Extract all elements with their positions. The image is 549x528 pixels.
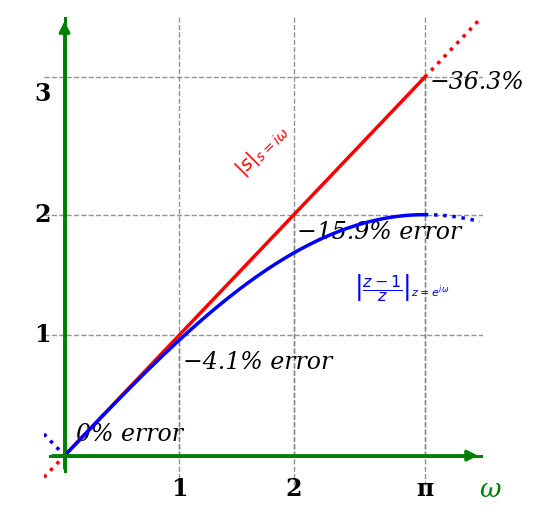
- Text: $\left|\dfrac{z-1}{z}\right|_{z=e^{i\omega}}$: $\left|\dfrac{z-1}{z}\right|_{z=e^{i\ome…: [354, 272, 449, 304]
- Text: 1: 1: [171, 477, 188, 501]
- Text: 2: 2: [34, 203, 51, 227]
- Text: 1: 1: [34, 323, 51, 347]
- Text: −4.1% error: −4.1% error: [183, 351, 332, 374]
- Text: 0% error: 0% error: [76, 423, 183, 446]
- Text: 3: 3: [35, 82, 51, 106]
- Text: $|s|_{s=i\omega}$: $|s|_{s=i\omega}$: [231, 119, 293, 181]
- Text: π: π: [416, 477, 434, 501]
- Text: 2: 2: [285, 477, 302, 501]
- Text: ω: ω: [480, 477, 501, 502]
- Text: −15.9% error: −15.9% error: [298, 221, 462, 244]
- Text: −36.3%: −36.3%: [429, 71, 524, 93]
